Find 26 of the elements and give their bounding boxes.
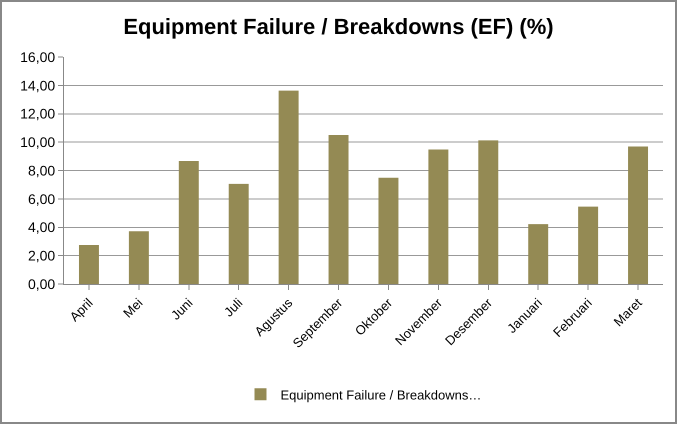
bar [578,206,598,284]
y-tick-label: 10,00 [20,134,56,150]
bar [428,150,448,284]
y-tick-label: 12,00 [20,106,56,122]
bar [128,231,149,284]
bar [278,90,299,284]
bar [478,140,498,284]
y-tick-label: 14,00 [20,77,56,94]
legend-label: Equipment Failure / Breakdowns… [280,387,482,402]
chart-title: Equipment Failure / Breakdowns (EF) (%) [123,14,554,40]
y-tick-label: 0,00 [28,276,56,292]
x-tick-label: Juni [168,295,196,323]
bar [328,135,349,284]
y-tick-label: 16,00 [20,48,56,65]
bar [378,178,398,284]
y-tick-label: 6,00 [28,190,56,207]
bar [628,146,648,284]
bar [228,184,249,284]
bar [178,160,199,284]
y-tick-label: 8,00 [28,162,56,178]
y-tick-label: 2,00 [28,248,56,264]
y-tick-label: 4,00 [28,219,56,236]
bar [528,224,548,284]
x-tick-label: Juli [221,295,246,320]
x-tick-label: Mei [120,295,146,321]
bar [78,244,99,284]
